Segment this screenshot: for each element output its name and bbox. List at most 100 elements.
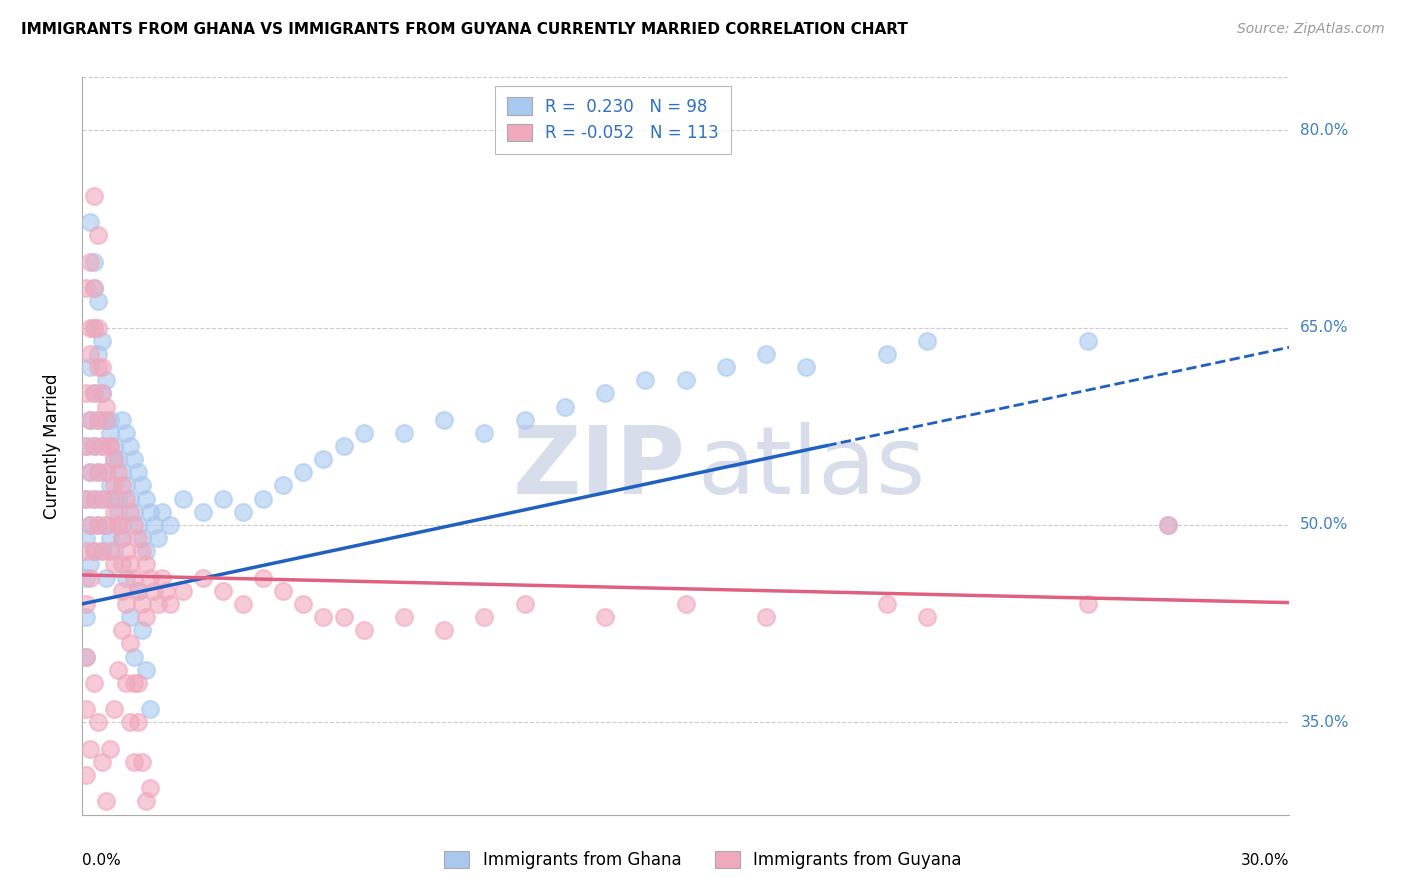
- Point: [115, 571, 138, 585]
- Point: [111, 478, 134, 492]
- Point: [83, 386, 105, 401]
- Point: [107, 452, 129, 467]
- Point: [75, 491, 97, 506]
- Point: [75, 281, 97, 295]
- Point: [79, 466, 101, 480]
- Point: [103, 702, 125, 716]
- Point: [75, 768, 97, 782]
- Point: [107, 466, 129, 480]
- Point: [159, 597, 181, 611]
- Point: [79, 466, 101, 480]
- Point: [714, 359, 737, 374]
- Point: [271, 478, 294, 492]
- Point: [103, 491, 125, 506]
- Point: [292, 466, 315, 480]
- Point: [75, 649, 97, 664]
- Point: [433, 624, 456, 638]
- Point: [332, 439, 354, 453]
- Point: [554, 400, 576, 414]
- Point: [87, 518, 110, 533]
- Point: [83, 491, 105, 506]
- Point: [79, 412, 101, 426]
- Point: [135, 544, 157, 558]
- Point: [94, 571, 117, 585]
- Point: [75, 531, 97, 545]
- Point: [127, 466, 149, 480]
- Point: [139, 571, 162, 585]
- Point: [103, 478, 125, 492]
- Point: [139, 505, 162, 519]
- Point: [91, 334, 114, 348]
- Point: [135, 491, 157, 506]
- Point: [79, 215, 101, 229]
- Point: [87, 228, 110, 243]
- Point: [120, 610, 142, 624]
- Point: [107, 518, 129, 533]
- Point: [94, 400, 117, 414]
- Point: [122, 571, 145, 585]
- Point: [83, 189, 105, 203]
- Point: [392, 610, 415, 624]
- Point: [103, 544, 125, 558]
- Point: [148, 531, 170, 545]
- Point: [135, 558, 157, 572]
- Point: [107, 518, 129, 533]
- Point: [98, 425, 121, 440]
- Point: [98, 412, 121, 426]
- Legend: Immigrants from Ghana, Immigrants from Guyana: Immigrants from Ghana, Immigrants from G…: [434, 841, 972, 880]
- Point: [91, 544, 114, 558]
- Point: [75, 571, 97, 585]
- Point: [83, 439, 105, 453]
- Point: [755, 347, 778, 361]
- Point: [1077, 597, 1099, 611]
- Point: [79, 412, 101, 426]
- Point: [83, 676, 105, 690]
- Point: [111, 531, 134, 545]
- Point: [191, 571, 214, 585]
- Point: [232, 597, 254, 611]
- Point: [211, 583, 233, 598]
- Point: [107, 663, 129, 677]
- Point: [252, 491, 274, 506]
- Point: [83, 491, 105, 506]
- Point: [83, 320, 105, 334]
- Point: [75, 649, 97, 664]
- Point: [75, 491, 97, 506]
- Point: [79, 571, 101, 585]
- Point: [94, 518, 117, 533]
- Point: [94, 794, 117, 808]
- Point: [91, 359, 114, 374]
- Point: [79, 359, 101, 374]
- Point: [111, 412, 134, 426]
- Point: [79, 518, 101, 533]
- Point: [122, 505, 145, 519]
- Point: [94, 466, 117, 480]
- Point: [794, 359, 817, 374]
- Point: [98, 439, 121, 453]
- Point: [148, 597, 170, 611]
- Point: [87, 320, 110, 334]
- Point: [75, 544, 97, 558]
- Point: [103, 505, 125, 519]
- Point: [79, 741, 101, 756]
- Point: [675, 597, 697, 611]
- Point: [127, 583, 149, 598]
- Point: [83, 320, 105, 334]
- Point: [79, 320, 101, 334]
- Point: [94, 466, 117, 480]
- Point: [513, 412, 536, 426]
- Point: [120, 636, 142, 650]
- Point: [91, 491, 114, 506]
- Point: [79, 558, 101, 572]
- Point: [159, 518, 181, 533]
- Point: [98, 544, 121, 558]
- Point: [120, 491, 142, 506]
- Point: [152, 571, 174, 585]
- Point: [87, 518, 110, 533]
- Point: [131, 755, 153, 769]
- Y-axis label: Currently Married: Currently Married: [44, 373, 60, 519]
- Point: [94, 518, 117, 533]
- Point: [152, 505, 174, 519]
- Point: [172, 491, 194, 506]
- Point: [332, 610, 354, 624]
